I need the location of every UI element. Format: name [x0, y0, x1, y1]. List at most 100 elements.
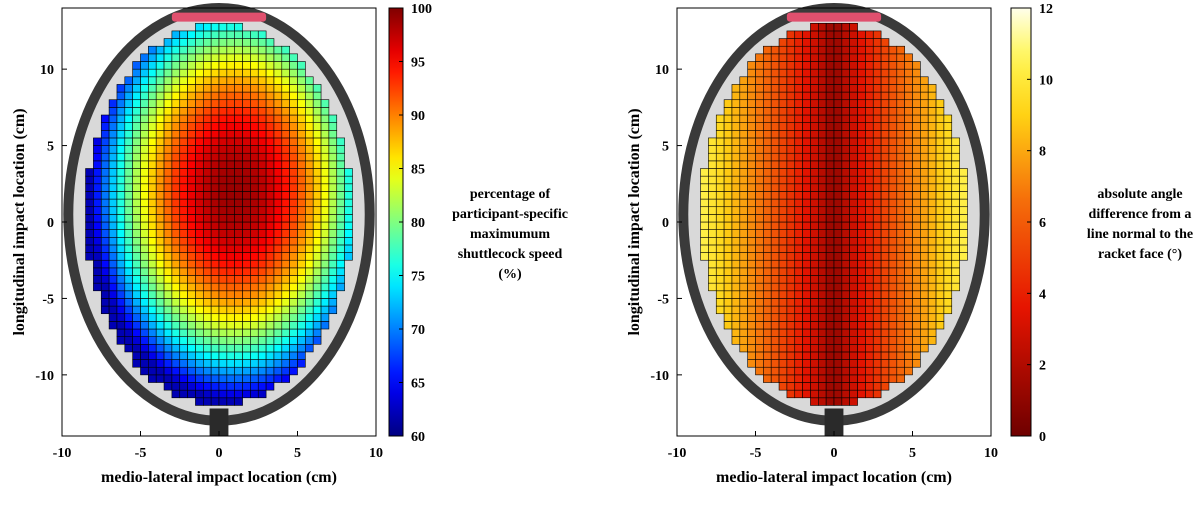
heatmap-cell [872, 244, 882, 253]
heatmap-cell [250, 290, 259, 299]
heatmap-cell [312, 298, 322, 307]
heatmap-cell [289, 366, 298, 376]
heatmap-cell [951, 191, 960, 200]
heatmap-cell [265, 122, 275, 131]
heatmap-cell [708, 145, 717, 154]
heatmap-cell [841, 206, 851, 215]
heatmap-cell [896, 282, 905, 292]
heatmap-cell [849, 351, 858, 360]
heatmap-cell [959, 252, 968, 261]
heatmap-cell [825, 229, 835, 238]
heatmap-cell [336, 252, 345, 261]
heatmap-cell [320, 175, 330, 185]
heatmap-cell [896, 221, 905, 230]
heatmap-cell [171, 84, 181, 93]
heatmap-cell [825, 22, 835, 32]
heatmap-cell [833, 366, 843, 376]
heatmap-cell [148, 267, 157, 276]
heatmap-cell [880, 252, 890, 261]
heatmap-cell [226, 61, 236, 70]
heatmap-cell [179, 38, 188, 47]
heatmap-cell [85, 175, 94, 185]
heatmap-cell [226, 114, 236, 123]
heatmap-cell [163, 343, 173, 353]
heatmap-cell [336, 183, 345, 192]
heatmap-cell [148, 236, 157, 246]
heatmap-cell [171, 206, 181, 215]
heatmap-cell [116, 259, 126, 269]
heatmap-cell [825, 175, 835, 185]
heatmap-cell [880, 374, 890, 383]
heatmap-cell [880, 351, 890, 360]
heatmap-cell [802, 206, 811, 215]
heatmap-cell [140, 252, 149, 261]
heatmap-cell [124, 198, 133, 208]
heatmap-cells [85, 22, 353, 406]
heatmap-cell [927, 298, 937, 307]
heatmap-cell [124, 252, 133, 261]
heatmap-cell [865, 336, 874, 345]
heatmap-cell [715, 206, 725, 215]
heatmap-cell [794, 61, 803, 70]
heatmap-cell [297, 267, 306, 276]
heatmap-cell [257, 282, 267, 292]
heatmap-cell [715, 244, 725, 253]
heatmap-cell [195, 252, 204, 261]
heatmap-cell [155, 328, 165, 337]
heatmap-cell [265, 343, 275, 353]
heatmap-cell [896, 328, 905, 337]
heatmap-cell [747, 221, 756, 230]
heatmap-cell [904, 328, 913, 337]
heatmap-cell [124, 282, 133, 292]
colorbar-label-line: (%) [498, 267, 522, 282]
heatmap-cell [226, 38, 236, 47]
heatmap-cell [155, 221, 165, 230]
heatmap-cell [786, 68, 796, 78]
heatmap-cell [328, 305, 338, 315]
heatmap-cell [210, 91, 220, 101]
heatmap-cell [171, 313, 181, 322]
heatmap-cell [140, 114, 149, 123]
heatmap-cell [865, 206, 874, 215]
heatmap-cell [747, 137, 756, 146]
heatmap-cell [289, 175, 298, 185]
heatmap-cell [833, 328, 843, 337]
heatmap-cell [281, 267, 290, 276]
heatmap-cell [755, 107, 764, 116]
heatmap-cell [833, 45, 843, 55]
heatmap-cell [148, 61, 157, 70]
heatmap-cell [257, 53, 267, 62]
heatmap-cell [857, 99, 866, 108]
heatmap-cell [234, 107, 243, 116]
heatmap-cell [203, 99, 212, 108]
heatmap-cell [140, 168, 149, 177]
heatmap-cell [171, 229, 181, 238]
heatmap-cell [273, 198, 283, 208]
heatmap-cell [93, 198, 102, 208]
heatmap-cell [927, 122, 937, 131]
heatmap-cell [187, 236, 196, 246]
heatmap-cell [708, 236, 717, 246]
heatmap-cell [218, 206, 228, 215]
heatmap-cell [273, 374, 283, 383]
heatmap-cell [943, 160, 953, 169]
heatmap-cell [297, 91, 306, 101]
heatmap-cell [755, 267, 764, 276]
heatmap-cell [250, 76, 259, 85]
heatmap-cell [912, 214, 921, 223]
heatmap-cell [841, 221, 851, 230]
colorbar-label-line: shuttlecock speed [457, 247, 563, 262]
heatmap-cell [904, 168, 913, 177]
heatmap-cell [739, 160, 748, 169]
heatmap-cell [257, 137, 267, 146]
heatmap-cell [242, 175, 251, 185]
heatmap-cell [857, 168, 866, 177]
heatmap-cell [242, 298, 251, 307]
heatmap-cell [100, 137, 110, 146]
heatmap-cell [203, 84, 212, 93]
heatmap-cell [739, 145, 748, 154]
heatmap-cell [210, 343, 220, 353]
heatmap-cell [328, 114, 338, 123]
heatmap-cell [747, 290, 756, 299]
heatmap-cell [935, 175, 945, 185]
